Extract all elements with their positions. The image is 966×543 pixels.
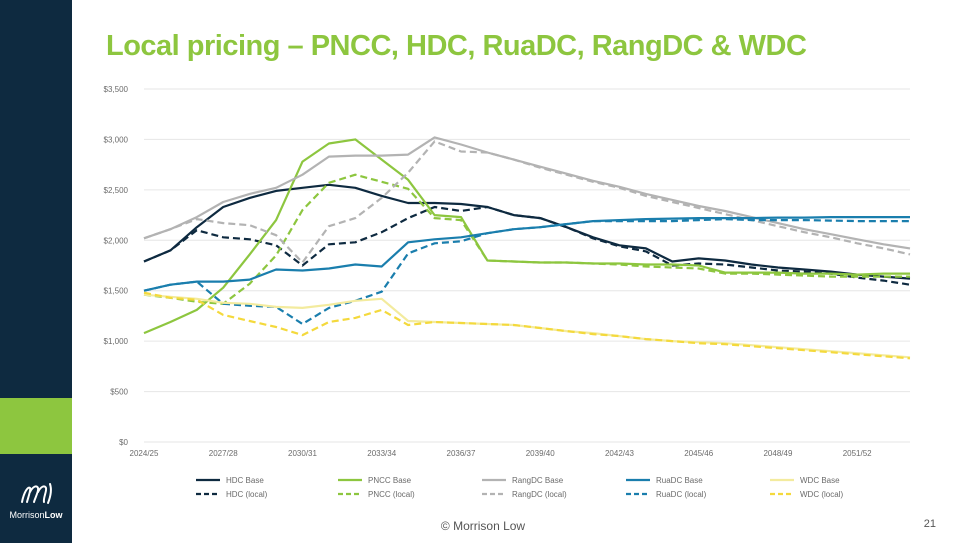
y-tick-label: $0 (119, 438, 128, 447)
series-line (143, 183, 911, 280)
y-tick-label: $3,500 (104, 85, 129, 94)
x-tick-label: 2033/34 (367, 449, 396, 458)
y-tick-label: $1,000 (104, 337, 129, 346)
sidebar-accent-block (0, 398, 72, 454)
series-line (143, 216, 910, 292)
x-tick-label: 2051/52 (843, 449, 872, 458)
slide-title: Local pricing – PNCC, HDC, RuaDC, RangDC… (106, 30, 807, 62)
legend-label: HDC Base (226, 476, 264, 485)
y-tick-label: $2,000 (104, 236, 129, 245)
y-tick-label: $1,500 (104, 287, 129, 296)
x-tick-label: 2027/28 (209, 449, 238, 458)
line-chart: $0 $500 $1,000 $1,500 $2,000 $2,500 $3,000 $3,5… (104, 85, 911, 499)
series-line (143, 173, 910, 305)
y-tick-label: $3,000 (104, 135, 129, 144)
logo-mark-icon (21, 483, 52, 504)
x-tick-label: 2036/37 (447, 449, 476, 458)
x-tick-label: 2030/31 (288, 449, 317, 458)
footer-copyright: © Morrison Low (440, 519, 526, 533)
logo-text: MorrisonLow (0, 510, 72, 520)
legend-label: PNCC Base (368, 476, 412, 485)
series-line (143, 205, 911, 286)
morrison-low-logo: MorrisonLow (0, 480, 72, 520)
x-tick-label: 2048/49 (763, 449, 792, 458)
legend-label: RangDC (local) (512, 490, 567, 499)
y-tick-label: $500 (110, 388, 128, 397)
x-tick-label: 2042/43 (605, 449, 634, 458)
logo-text-bold: Low (44, 510, 63, 520)
series-line (143, 136, 911, 250)
x-tick-label: 2045/46 (684, 449, 713, 458)
legend-label: RuaDC (local) (656, 490, 707, 499)
legend-label: WDC (local) (800, 490, 843, 499)
legend-label: RangDC Base (512, 476, 564, 485)
x-tick-label: 2024/25 (130, 449, 159, 458)
legend-label: WDC Base (800, 476, 840, 485)
legend-label: RuaDC Base (656, 476, 703, 485)
page-number: 21 (923, 518, 936, 530)
series-line (143, 140, 911, 264)
legend-label: HDC (local) (226, 490, 268, 499)
y-tick-label: $2,500 (104, 186, 129, 195)
series-line (143, 291, 911, 360)
sidebar-band (0, 0, 72, 543)
legend-label: PNCC (local) (368, 490, 415, 499)
x-tick-label: 2039/40 (526, 449, 555, 458)
logo-text-regular: Morrison (9, 510, 45, 520)
